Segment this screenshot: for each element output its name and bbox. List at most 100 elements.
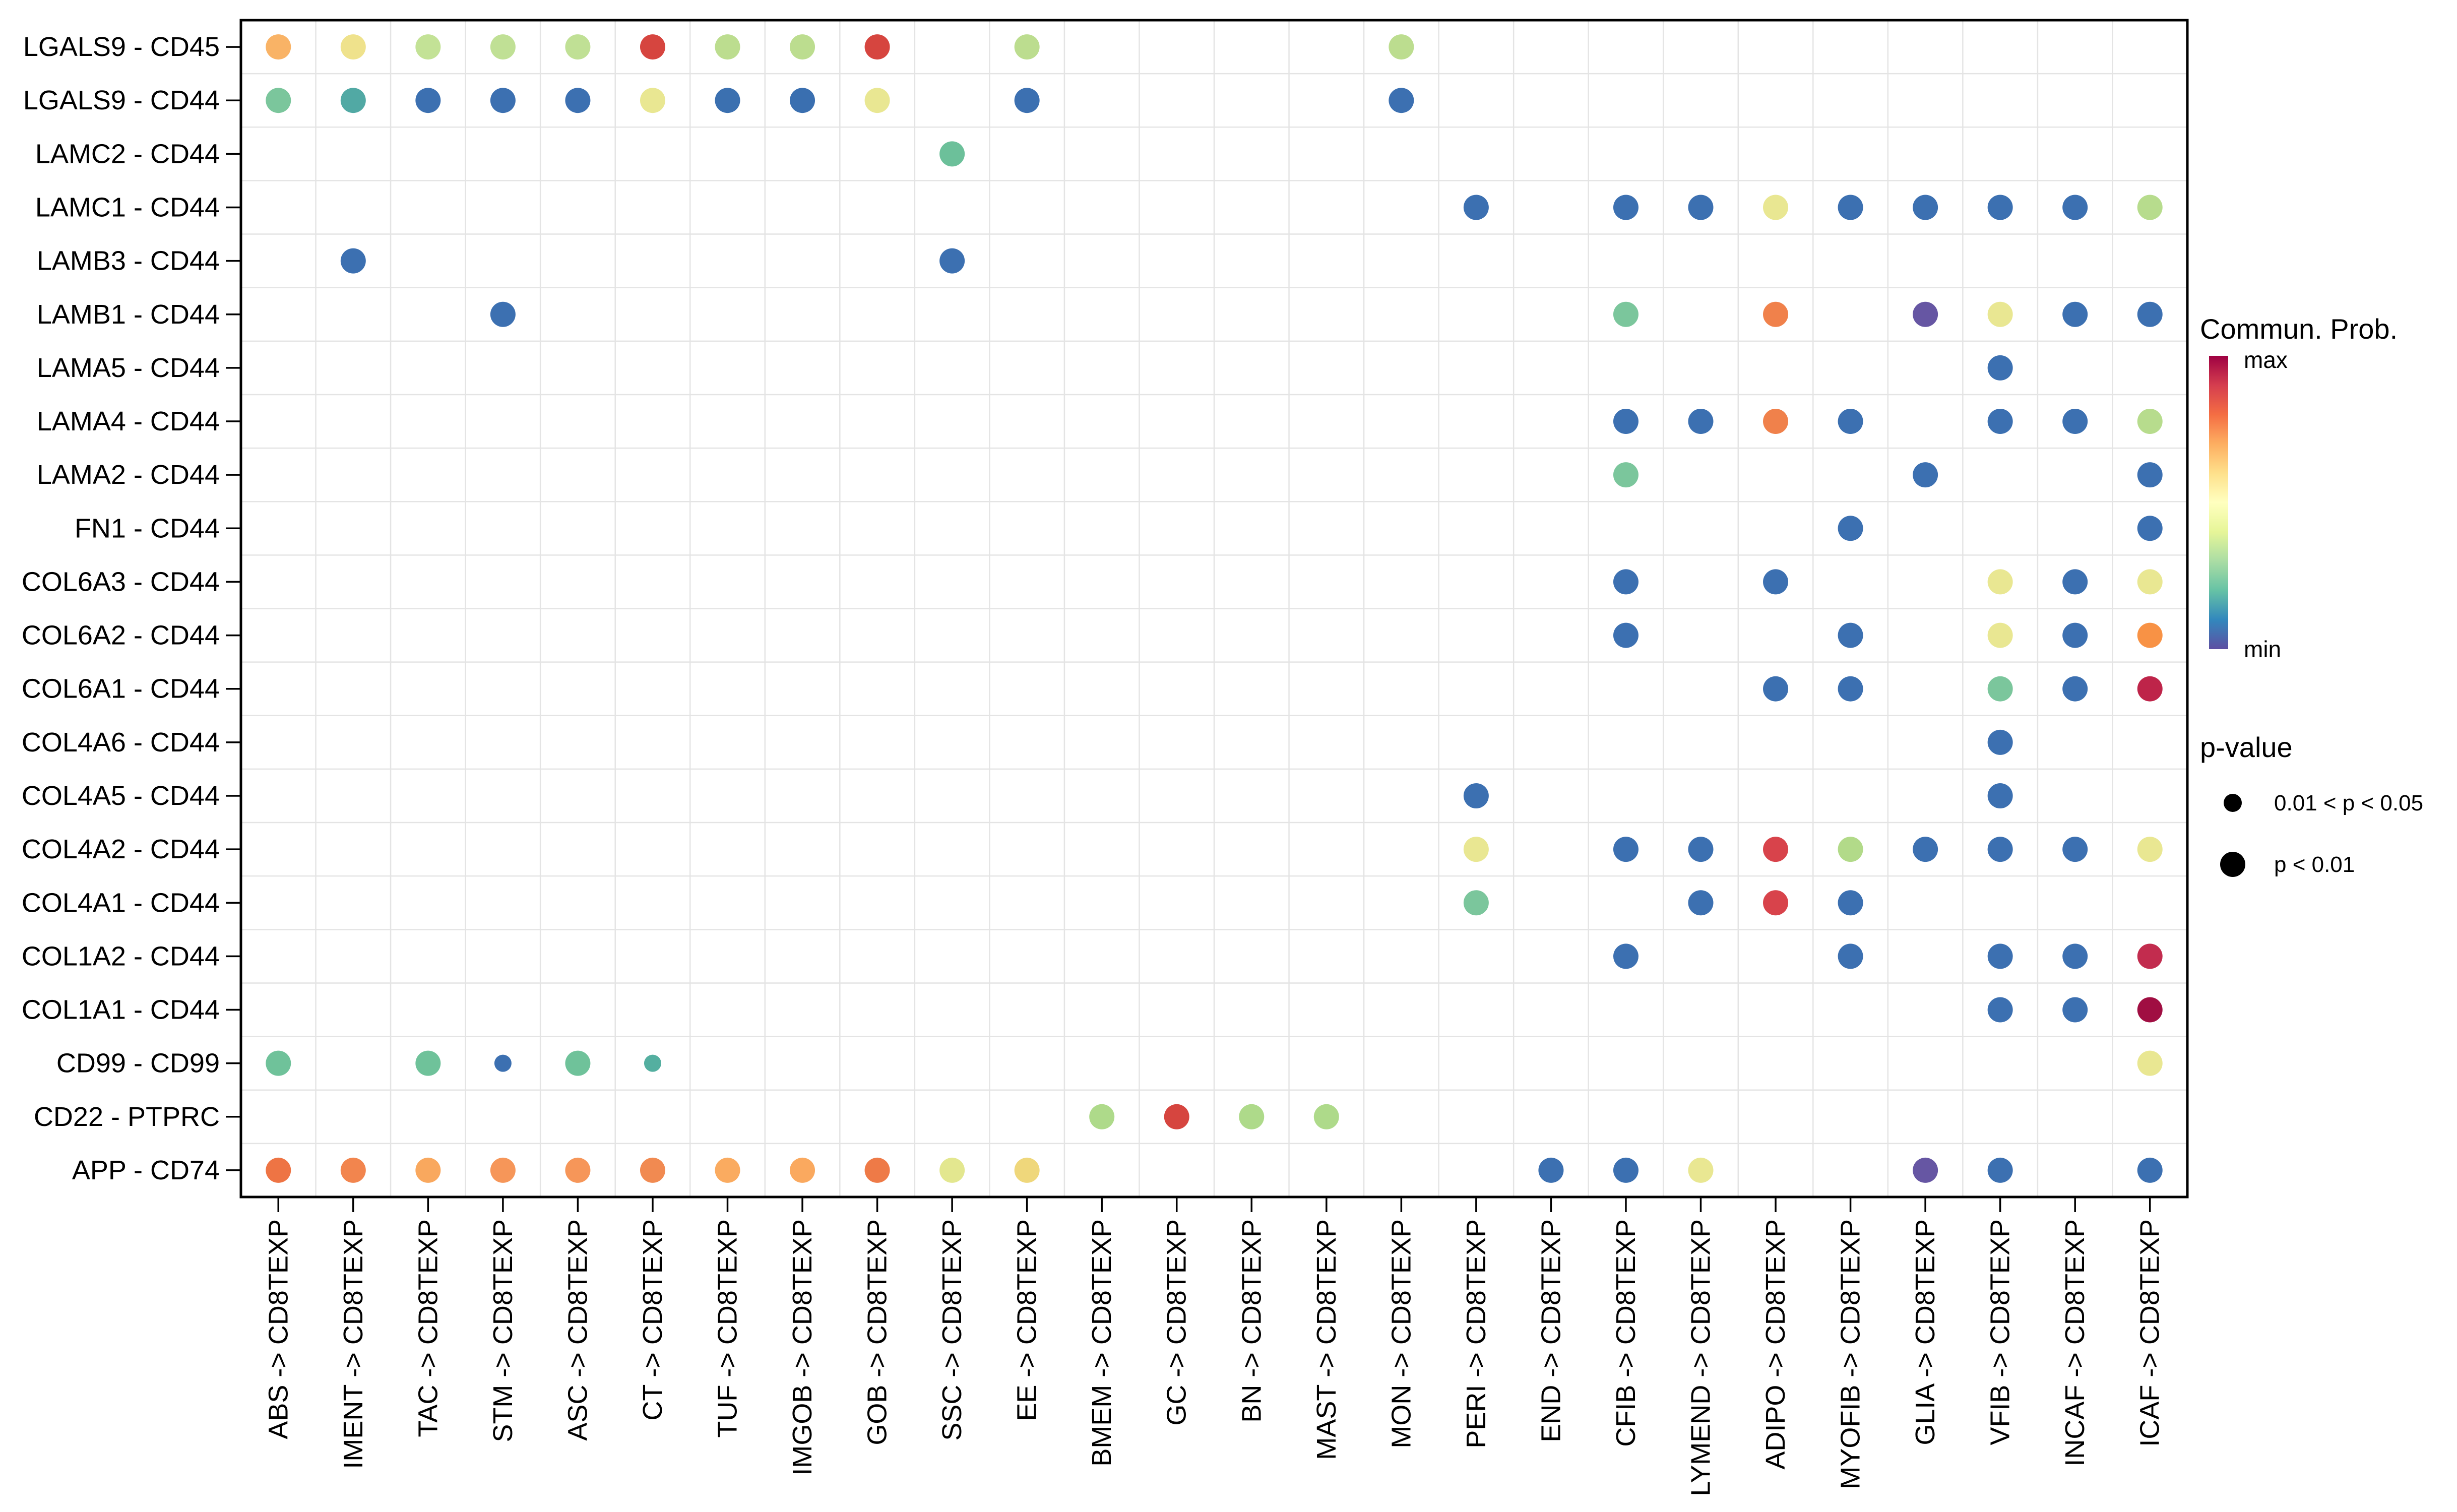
data-dot [1987, 569, 2013, 595]
data-dot [790, 1157, 815, 1183]
data-dot [864, 1157, 890, 1183]
data-dot [565, 1050, 591, 1076]
data-dot [2062, 195, 2088, 220]
data-dot [715, 34, 740, 60]
data-dot [1688, 837, 1714, 862]
y-axis-label: COL4A2 - CD44 [22, 834, 220, 864]
data-dot [640, 88, 665, 113]
data-dot [1613, 301, 1639, 327]
data-dot [1463, 890, 1489, 916]
data-dot [790, 34, 815, 60]
data-dot [1987, 997, 2013, 1023]
x-axis-labels: ABS -> CD8TEXP IMENT -> CD8TEXP TAC -> CD8… [263, 1219, 2165, 1496]
y-axis-label: LAMB3 - CD44 [37, 246, 220, 276]
colorbar [2209, 356, 2228, 649]
data-dot [1613, 1157, 1639, 1183]
data-dot [340, 248, 366, 274]
data-dot [1389, 34, 1414, 60]
data-dot [266, 1157, 291, 1183]
data-dot [1838, 943, 1863, 969]
y-axis-label: COL4A6 - CD44 [22, 727, 220, 758]
data-dot [1463, 783, 1489, 808]
data-dot [490, 88, 516, 113]
data-dot [1763, 837, 1789, 862]
data-dot [2137, 1157, 2163, 1183]
y-axis-label: LAMC2 - CD44 [35, 139, 220, 169]
dot-matrix [266, 34, 2163, 1183]
x-axis-label: BMEM -> CD8TEXP [1087, 1219, 1117, 1467]
data-dot [494, 1054, 512, 1072]
y-axis-label: LAMC1 - CD44 [35, 192, 220, 222]
data-dot [939, 1157, 965, 1183]
x-axis-label: PERI -> CD8TEXP [1461, 1219, 1491, 1448]
x-axis-label: TUF -> CD8TEXP [713, 1219, 743, 1438]
data-dot [565, 88, 591, 113]
x-axis-label: CFIB -> CD8TEXP [1611, 1219, 1641, 1447]
y-axis-label: COL6A1 - CD44 [22, 674, 220, 704]
data-dot [2137, 622, 2163, 648]
data-dot [1987, 1157, 2013, 1183]
data-dot [1987, 676, 2013, 702]
data-dot [1838, 837, 1863, 862]
x-axis-label: END -> CD8TEXP [1536, 1219, 1566, 1442]
data-dot [415, 88, 441, 113]
data-dot [2062, 837, 2088, 862]
panel-border-rect [239, 19, 2189, 1199]
data-dot [2137, 516, 2163, 541]
data-dot [1913, 195, 1938, 220]
y-axis-label: COL4A1 - CD44 [22, 888, 220, 918]
data-dot [2062, 676, 2088, 702]
data-dot [864, 34, 890, 60]
y-axis-label: CD22 - PTPRC [34, 1102, 220, 1132]
y-axis-label: LGALS9 - CD45 [23, 32, 220, 62]
data-dot [415, 34, 441, 60]
size-legend-title: p-value [2200, 731, 2293, 763]
data-dot [790, 88, 815, 113]
data-dot [490, 34, 516, 60]
data-dot [1987, 301, 2013, 327]
data-dot [1613, 943, 1639, 969]
plot-panel-border [239, 19, 2189, 1199]
axis-ticks [226, 46, 2151, 1212]
x-axis-label: TAC -> CD8TEXP [413, 1219, 443, 1437]
x-axis-label: MON -> CD8TEXP [1386, 1219, 1416, 1448]
data-dot [939, 141, 965, 167]
data-dot [640, 1157, 665, 1183]
data-dot [2062, 997, 2088, 1023]
colorbar-max-label: max [2244, 347, 2288, 373]
size-legend-dot-large [2220, 852, 2245, 877]
data-dot [1313, 1104, 1339, 1129]
data-dot [2137, 301, 2163, 327]
data-dot [2062, 569, 2088, 595]
data-dot [1688, 890, 1714, 916]
data-dot [1463, 837, 1489, 862]
data-dot [1389, 88, 1414, 113]
data-dot [1987, 409, 2013, 434]
y-axis-label: COL6A2 - CD44 [22, 620, 220, 651]
color-legend-title: Commun. Prob. [2200, 313, 2398, 345]
data-dot [2062, 943, 2088, 969]
data-dot [415, 1050, 441, 1076]
y-axis-label: COL1A2 - CD44 [22, 941, 220, 971]
data-dot [2137, 997, 2163, 1023]
data-dot [1838, 676, 1863, 702]
data-dot [2137, 837, 2163, 862]
data-dot [340, 1157, 366, 1183]
data-dot [1164, 1104, 1189, 1129]
data-dot [565, 34, 591, 60]
data-dot [1838, 516, 1863, 541]
data-dot [1913, 837, 1938, 862]
data-dot [2137, 409, 2163, 434]
data-dot [490, 301, 516, 327]
data-dot [1987, 195, 2013, 220]
data-dot [1913, 462, 1938, 488]
x-axis-label: EE -> CD8TEXP [1012, 1219, 1042, 1421]
data-dot [1987, 943, 2013, 969]
data-dot [2137, 1050, 2163, 1076]
y-axis-label: LAMA4 - CD44 [37, 406, 220, 436]
data-dot [1613, 622, 1639, 648]
y-axis-label: CD99 - CD99 [56, 1048, 220, 1079]
x-axis-label: VFIB -> CD8TEXP [1985, 1219, 2015, 1445]
data-dot [1613, 569, 1639, 595]
